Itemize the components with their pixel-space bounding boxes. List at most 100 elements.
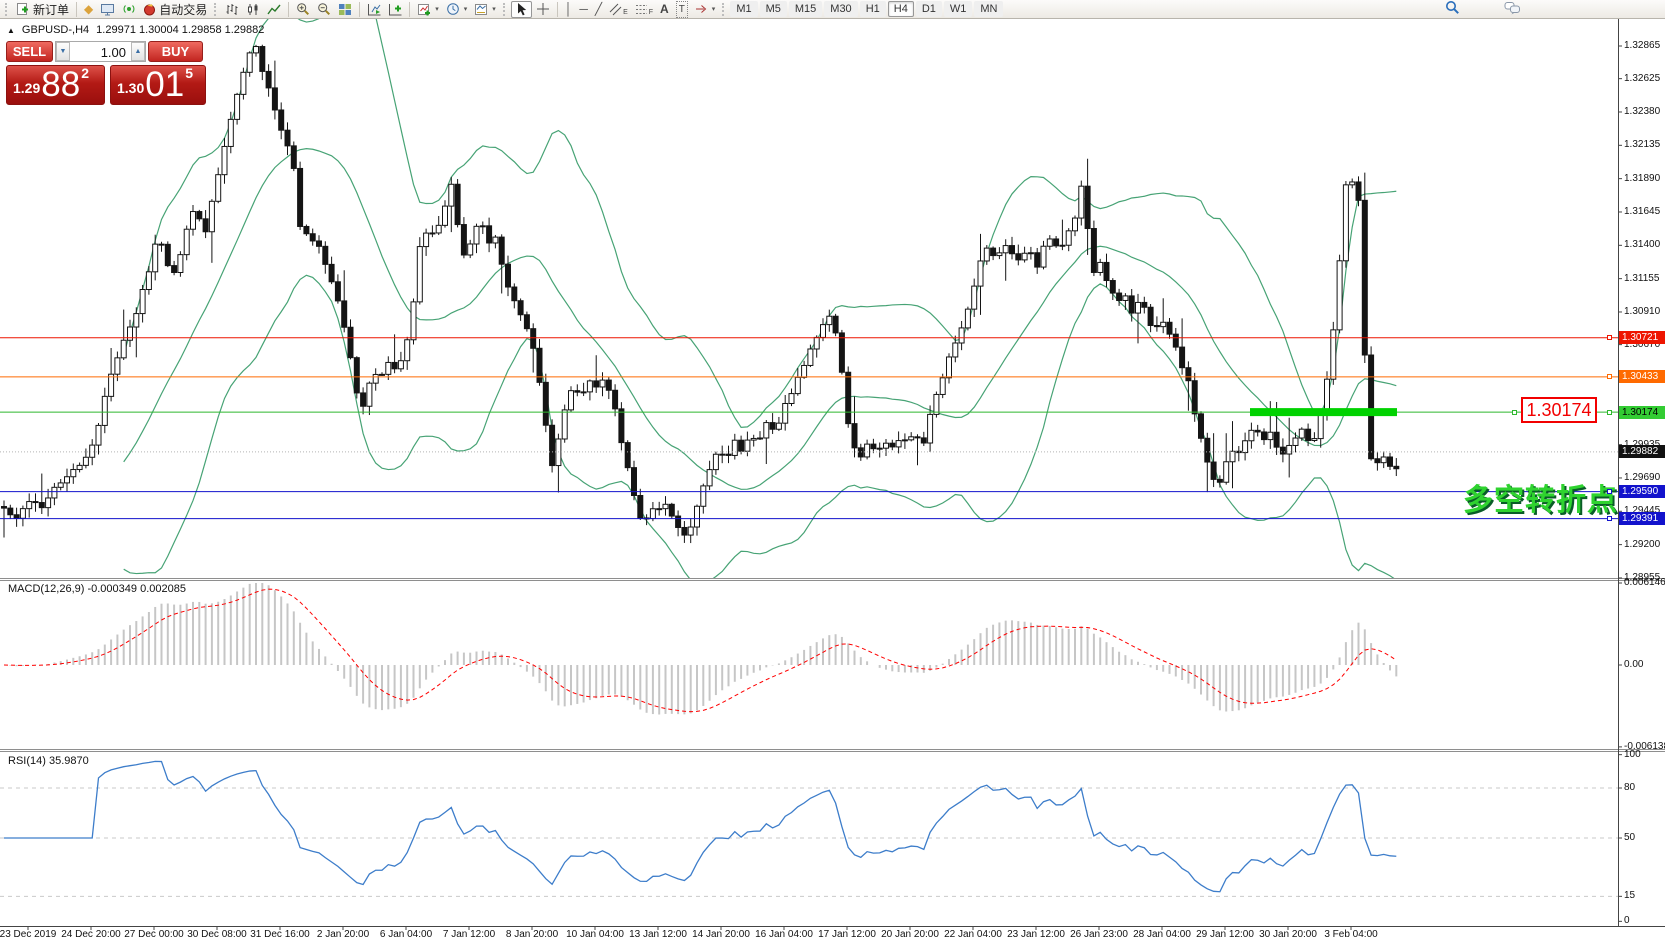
hline-handle[interactable] [1607, 489, 1612, 495]
timeframe-m1[interactable]: M1 [730, 1, 758, 17]
hline-handle[interactable] [1607, 335, 1612, 341]
equidistant-channel-tool[interactable]: E [606, 1, 631, 18]
zoom-in-icon [297, 3, 310, 16]
vertical-line-tool[interactable]: │ [562, 1, 576, 18]
sell-price-pips: 88 [41, 65, 81, 104]
chart-play-icon [368, 3, 381, 15]
toolbar-separator [76, 1, 78, 17]
volume-increase-button[interactable]: ▲ [131, 42, 145, 61]
sell-price-point: 2 [81, 65, 89, 81]
toolbar-grip[interactable] [502, 2, 507, 16]
hline-handle[interactable] [1607, 374, 1612, 380]
price-axis-label: 1.31890 [1624, 172, 1661, 184]
text-label-tool[interactable]: T [673, 0, 691, 18]
search-button[interactable] [1445, 0, 1460, 18]
trendline-icon: ╱ [594, 1, 603, 16]
fibonacci-tool[interactable]: F [632, 1, 656, 18]
tile-windows-button[interactable] [335, 1, 355, 18]
clock-icon [446, 3, 459, 15]
auto-trading-button[interactable]: 自动交易 [140, 1, 210, 18]
highlight-bar [1250, 408, 1397, 417]
text-tool[interactable]: A [657, 1, 672, 18]
auto-trading-label: 自动交易 [159, 2, 208, 17]
timeframe-m30[interactable]: M30 [824, 1, 858, 17]
toolbar: 新订单 ◆ 自动交易 ▾ ▾ [0, 0, 1665, 19]
toolbar-grip[interactable] [5, 2, 9, 16]
toolbar-grip[interactable] [722, 2, 726, 16]
buy-button[interactable]: BUY [148, 41, 203, 62]
price-axis-badge: 1.30433 [1619, 370, 1665, 384]
chart-plus-icon [389, 3, 402, 15]
price-axis-label: 1.29935 [1624, 438, 1661, 450]
signals-button[interactable] [119, 1, 139, 18]
buy-price-tile[interactable]: 1.30 01 5 [110, 65, 206, 105]
price-annotation-box[interactable]: 1.30174 [1521, 397, 1597, 423]
timeframe-mn[interactable]: MN [974, 1, 1004, 17]
horizontal-line-tool[interactable]: ─ [576, 1, 591, 18]
hline-handle[interactable] [1607, 516, 1612, 522]
rsi-axis-label: 100 [1624, 748, 1641, 760]
new-order-button[interactable]: 新订单 [13, 1, 72, 18]
crosshair-tool-button[interactable] [533, 1, 553, 18]
volume-value[interactable]: 1.00 [100, 45, 126, 60]
time-axis-label: 6 Jan 04:00 [379, 929, 433, 940]
strategy-tester-button[interactable] [364, 1, 384, 18]
bar-chart-mode-button[interactable] [222, 1, 242, 18]
arrows-icon [695, 5, 707, 13]
annotation-handle[interactable] [1512, 409, 1517, 415]
timeframe-m5[interactable]: M5 [759, 1, 787, 17]
rsi-axis-label: 80 [1624, 781, 1636, 793]
volume-stepper: ▼ 1.00 ▲ [55, 41, 146, 62]
timeframe-h1[interactable]: H1 [859, 1, 886, 17]
new-chart-window-button[interactable] [385, 1, 405, 18]
zoom-in-button[interactable] [293, 1, 313, 18]
auto-trading-icon [144, 3, 156, 15]
buy-price-pips: 01 [145, 65, 185, 104]
price-axis-badge: 1.30721 [1619, 331, 1665, 345]
time-axis-label: 7 Jan 12:00 [442, 929, 496, 940]
channel-icon [609, 3, 622, 15]
toolbar-grip[interactable] [214, 2, 218, 16]
price-axis-label: 1.29200 [1624, 538, 1661, 550]
zoom-out-button[interactable] [314, 1, 334, 18]
periods-dropdown[interactable]: ▾ [443, 1, 471, 18]
trendline-tool[interactable]: ╱ [592, 1, 605, 18]
templates-dropdown[interactable]: ▾ [471, 1, 499, 18]
cn-annotation-label[interactable]: 多空转折点 [1463, 483, 1618, 518]
arrows-tool-dropdown[interactable]: ▾ [692, 1, 719, 18]
tile-windows-icon [339, 3, 352, 15]
time-axis-label: 2 Jan 20:00 [316, 929, 370, 940]
price-axis-badge: 1.29590 [1619, 485, 1665, 499]
timeframe-m15[interactable]: M15 [788, 1, 823, 17]
price-chart-canvas[interactable] [0, 19, 1665, 944]
price-axis-label: 1.31155 [1624, 272, 1660, 284]
line-chart-mode-button[interactable] [264, 1, 284, 18]
time-axis-label: 17 Jan 12:00 [818, 929, 876, 940]
styler-button[interactable]: ◆ [81, 1, 96, 18]
cursor-tool-button[interactable] [510, 0, 532, 18]
fibonacci-icon [635, 4, 647, 14]
terminal-button[interactable] [97, 1, 118, 18]
timeframe-d1[interactable]: D1 [915, 1, 942, 17]
hline-handle[interactable] [1607, 409, 1612, 415]
time-axis-label: 23 Jan 12:00 [1007, 929, 1065, 940]
sell-button[interactable]: SELL [6, 41, 53, 62]
time-axis-label: 8 Jan 20:00 [505, 929, 559, 940]
timeframe-w1[interactable]: W1 [943, 1, 973, 17]
timeframe-h4[interactable]: H4 [887, 1, 914, 17]
chart-area: ▲ GBPUSD-,H4 1.29971 1.30004 1.29858 1.2… [0, 19, 1665, 944]
candlestick-mode-button[interactable] [243, 1, 263, 18]
channel-letter: E [623, 8, 628, 16]
chat-button[interactable] [1504, 1, 1521, 18]
sell-price-prefix: 1.29 [13, 80, 41, 96]
rsi-label: RSI(14) 35.9870 [8, 755, 89, 767]
volume-decrease-button[interactable]: ▼ [56, 42, 70, 61]
sell-price-tile[interactable]: 1.29 88 2 [6, 65, 105, 105]
rsi-layer [0, 760, 1618, 897]
chat-icon [1504, 1, 1520, 14]
time-axis-label: 24 Dec 20:00 [61, 929, 121, 940]
add-indicator-dropdown[interactable]: ▾ [414, 1, 442, 18]
buy-price-point: 5 [185, 65, 193, 81]
vertical-line-icon: │ [564, 1, 573, 16]
time-axis-label: 23 Dec 2019 [0, 929, 57, 940]
